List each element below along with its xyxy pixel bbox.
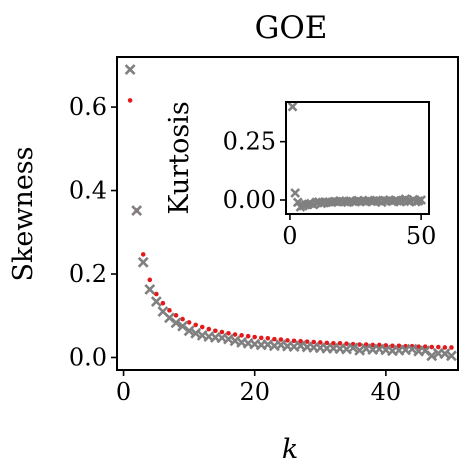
data-point-dot <box>232 332 238 337</box>
data-point-dot <box>396 343 402 349</box>
data-point-dot <box>357 342 362 347</box>
data-point-dot <box>239 333 244 338</box>
data-point-cross <box>170 317 182 329</box>
data-point-dot <box>199 324 205 330</box>
data-point-dot <box>226 330 231 336</box>
data-point-dot <box>265 335 271 341</box>
data-point-dot <box>337 340 343 346</box>
data-point-dot <box>331 340 336 346</box>
data-point-dot <box>173 313 179 318</box>
y-tick-label: 0.2 <box>69 260 107 288</box>
data-point-dot <box>383 343 389 348</box>
data-point-dot <box>370 342 376 348</box>
inset-data-point-cross <box>287 101 298 112</box>
data-point-cross <box>150 296 162 307</box>
inset-background <box>286 102 429 214</box>
data-point-dot <box>285 338 290 343</box>
data-point-dot <box>206 326 212 332</box>
data-point-dot <box>311 339 317 345</box>
main-plot-area: 0 20 40 0.0 0.2 0.4 0.6 <box>69 56 459 406</box>
data-point-dot <box>363 342 369 347</box>
data-point-cross <box>426 350 438 362</box>
y-axis-label: Skewness <box>8 146 39 281</box>
inset-frame <box>285 101 430 215</box>
data-point-dot <box>160 300 166 306</box>
data-point-cross <box>347 342 359 354</box>
data-point-dot <box>258 335 264 341</box>
data-point-cross <box>137 256 149 268</box>
data-point-dot <box>154 291 159 297</box>
x-tick-label: 0 <box>116 378 131 406</box>
data-point-dot <box>416 344 421 349</box>
data-point-dot <box>278 337 284 342</box>
y-tick-label: 0.4 <box>69 177 107 205</box>
data-point-dot <box>186 320 192 325</box>
data-point-cross <box>177 320 188 332</box>
data-point-dot <box>167 308 172 313</box>
inset-data-point-cross <box>416 195 427 205</box>
data-point-dot <box>442 345 448 350</box>
data-point-dot <box>304 339 310 344</box>
series-1 <box>124 64 457 362</box>
data-point-dot <box>127 98 133 103</box>
data-point-cross <box>446 350 457 362</box>
data-point-dot <box>390 343 395 349</box>
y-tick-label: 0.6 <box>69 93 107 121</box>
series-0 <box>127 98 454 350</box>
inset-data-point-cross <box>290 188 301 198</box>
data-point-dot <box>219 329 225 335</box>
data-point-dot <box>324 340 330 346</box>
inset-x-tick-label: 0 <box>282 222 297 250</box>
data-point-dot <box>272 336 277 342</box>
x-tick-label: 20 <box>239 378 270 406</box>
data-point-dot <box>449 345 454 350</box>
inset-y-tick-label: 0.25 <box>223 128 276 156</box>
data-point-dot <box>344 341 349 347</box>
data-point-cross <box>131 205 143 216</box>
chart-title: GOE <box>255 10 328 46</box>
x-axis-label: k <box>282 434 298 465</box>
data-point-dot <box>193 322 198 328</box>
data-point-cross <box>124 64 136 75</box>
data-point-dot <box>245 333 251 339</box>
data-point-dot <box>213 328 218 334</box>
data-point-dot <box>291 338 297 344</box>
data-point-dot <box>180 316 185 322</box>
data-point-cross <box>144 284 156 295</box>
data-point-dot <box>317 340 323 345</box>
inset-series-0 <box>287 101 427 212</box>
x-tick-label: 40 <box>371 378 402 406</box>
data-point-dot <box>436 344 441 350</box>
data-point-cross <box>183 325 195 337</box>
inset-y-axis-label: Kurtosis <box>164 101 195 214</box>
inset-y-tick-label: 0.00 <box>223 186 276 214</box>
y-tick-label: 0.0 <box>69 343 107 371</box>
data-point-dot <box>252 334 258 340</box>
data-point-dot <box>298 338 303 344</box>
inset-x-tick-label: 50 <box>406 222 437 250</box>
data-point-dot <box>140 252 146 257</box>
data-point-dot <box>147 277 153 283</box>
data-point-dot <box>422 344 428 349</box>
data-point-dot <box>429 344 435 350</box>
data-point-dot <box>377 342 382 348</box>
frame <box>116 56 459 371</box>
inset-plot-area: 0 50 0.00 0.25 <box>223 101 437 250</box>
